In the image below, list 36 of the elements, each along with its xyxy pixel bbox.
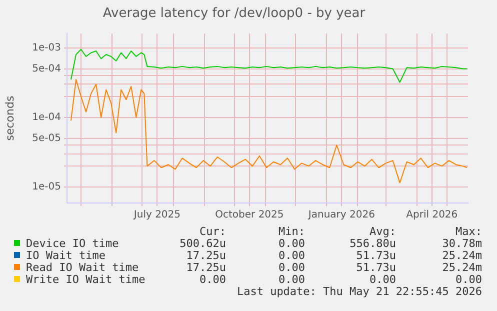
x-tick-label: October 2025 (215, 210, 284, 221)
text: 556.80u (350, 237, 396, 250)
y-tick-label: 1e-04 (32, 112, 61, 124)
y-tick-label: 5e-04 (32, 63, 61, 74)
text: Min: (278, 225, 305, 238)
text: 51.73u (356, 261, 396, 274)
text: 0.00 (370, 273, 396, 286)
text: 500.62u (180, 237, 226, 250)
text: 0.00 (278, 273, 305, 286)
x-tick-label: April 2026 (406, 210, 458, 221)
text: 0.00 (456, 273, 482, 286)
x-tick-label: January 2026 (307, 210, 375, 221)
text: 0.00 (278, 261, 305, 274)
y-axis-title: seconds (3, 96, 16, 141)
text: 0.00 (278, 237, 305, 250)
y-tick-label: 1e-05 (32, 182, 61, 193)
text: Last update: Thu May 21 22:55:45 2026 (236, 285, 482, 298)
text: Avg: (370, 225, 396, 238)
text: 17.25u (186, 261, 226, 274)
legend-label: Device IO time (26, 237, 119, 250)
text: 25.24m (442, 249, 482, 262)
chart-title: Average latency for /dev/loop0 - by year (102, 6, 366, 22)
y-tick-label: 5e-05 (32, 132, 61, 144)
text: 25.24m (442, 261, 482, 274)
text: 17.25u (186, 249, 226, 262)
text: 0.00 (200, 273, 226, 286)
text: Cur: (200, 225, 226, 238)
text: 0.00 (278, 249, 305, 262)
text: Max: (456, 225, 482, 238)
legend-label: Read IO Wait time (26, 261, 139, 274)
legend-label: IO Wait time (26, 249, 106, 262)
legend-label: Write IO Wait time (26, 273, 146, 286)
x-tick-label: July 2025 (132, 210, 181, 221)
y-tick-label: 1e-03 (32, 42, 61, 54)
text: 30.78m (442, 237, 482, 250)
text: 51.73u (356, 249, 396, 262)
